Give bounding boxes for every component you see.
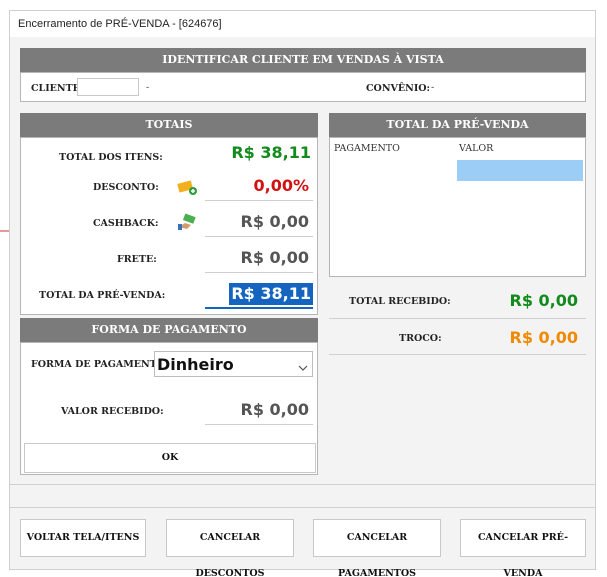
desconto-label: DESCONTO: — [93, 182, 159, 193]
frete-label: FRETE: — [117, 254, 157, 265]
cliente-dash: - — [146, 82, 150, 93]
total-recebido-label: TOTAL RECEBIDO: — [349, 296, 451, 307]
cashback-hand-icon[interactable] — [177, 213, 199, 231]
chevron-down-icon[interactable] — [298, 359, 308, 377]
total-pre-venda-value: R$ 38,11 — [229, 283, 313, 305]
forma-pagamento-selected: Dinheiro — [157, 355, 234, 374]
discount-tag-icon[interactable] — [177, 178, 199, 196]
troco-row: TROCO: R$ 0,00 — [329, 319, 586, 355]
total-recebido-row: TOTAL RECEBIDO: R$ 0,00 — [329, 283, 586, 319]
cashback-input[interactable]: R$ 0,00 — [205, 209, 313, 237]
cliente-panel: CLIENTE: - CONVÊNIO: - — [20, 72, 586, 102]
frete-input[interactable]: R$ 0,00 — [205, 245, 313, 273]
total-pre-venda-input[interactable]: R$ 38,11 — [205, 281, 313, 309]
cliente-label: CLIENTE: — [31, 83, 84, 94]
valor-recebido-input[interactable]: R$ 0,00 — [205, 397, 313, 425]
total-itens-label: TOTAL DOS ITENS: — [59, 152, 163, 163]
window-title: Encerramento de PRÉ-VENDA - [624676] — [10, 11, 595, 37]
separator — [10, 507, 595, 508]
forma-pagamento-header: FORMA DE PAGAMENTO — [20, 318, 318, 342]
voltar-tela-itens-button[interactable]: VOLTAR TELA/ITENS — [20, 519, 146, 557]
forma-pagamento-select[interactable]: Dinheiro — [154, 351, 313, 377]
totais-panel: TOTAL DOS ITENS: R$ 38,11 DESCONTO: 0,00… — [20, 137, 318, 315]
valor-recebido-label: VALOR RECEBIDO: — [61, 406, 164, 417]
cashback-label: CASHBACK: — [93, 218, 159, 229]
column-valor: VALOR — [459, 143, 494, 154]
cliente-input[interactable] — [77, 78, 139, 96]
column-pagamento: PAGAMENTO — [334, 143, 400, 154]
total-recebido-value: R$ 0,00 — [509, 291, 579, 310]
convenio-value: - — [431, 82, 435, 93]
total-pre-venda-panel-header: TOTAL DA PRÉ-VENDA — [329, 113, 586, 137]
forma-pagamento-label: FORMA DE PAGAMENTO: — [31, 359, 169, 370]
desconto-input[interactable]: 0,00% — [205, 173, 313, 201]
troco-label: TROCO: — [399, 333, 442, 344]
cancelar-descontos-button[interactable]: CANCELAR DESCONTOS — [166, 519, 294, 577]
totais-header: TOTAIS — [20, 113, 318, 137]
cancelar-pre-venda-button[interactable]: CANCELAR PRÉ-VENDA — [460, 519, 586, 577]
pre-venda-window: Encerramento de PRÉ-VENDA - [624676] IDE… — [9, 10, 596, 577]
cliente-panel-header: IDENTIFICAR CLIENTE EM VENDAS À VISTA — [20, 48, 586, 72]
ok-button[interactable]: OK — [24, 443, 316, 473]
total-itens-value: R$ 38,11 — [231, 143, 311, 162]
forma-pagamento-panel: FORMA DE PAGAMENTO: Dinheiro VALOR RECEB… — [20, 342, 318, 475]
separator — [10, 484, 595, 485]
cancelar-pagamentos-button[interactable]: CANCELAR PAGAMENTOS — [313, 519, 441, 577]
grid-selected-cell[interactable] — [457, 160, 583, 181]
total-pre-venda-label: TOTAL DA PRÉ-VENDA: — [39, 290, 166, 301]
troco-value: R$ 0,00 — [509, 328, 579, 347]
pagamentos-grid[interactable]: PAGAMENTO VALOR — [329, 137, 586, 277]
convenio-label: CONVÊNIO: — [366, 83, 431, 94]
